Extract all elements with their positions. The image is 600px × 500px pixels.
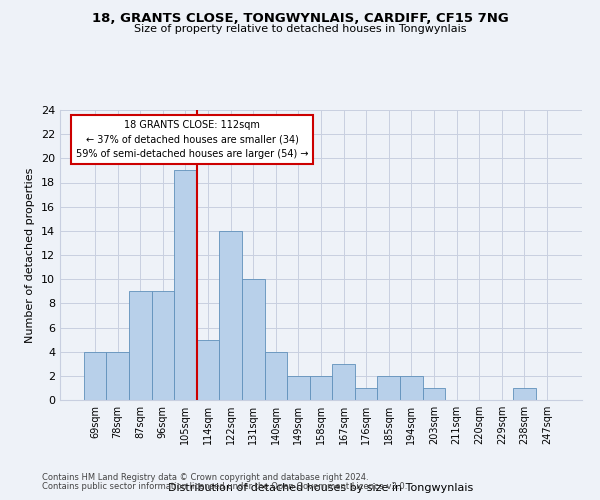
Text: 18 GRANTS CLOSE: 112sqm
← 37% of detached houses are smaller (34)
59% of semi-de: 18 GRANTS CLOSE: 112sqm ← 37% of detache…: [76, 120, 308, 160]
Text: Contains public sector information licensed under the Open Government Licence v3: Contains public sector information licen…: [42, 482, 407, 491]
Bar: [197, 340, 220, 400]
Bar: [152, 291, 174, 400]
Text: Size of property relative to detached houses in Tongwynlais: Size of property relative to detached ho…: [134, 24, 466, 34]
Bar: [220, 231, 242, 400]
Bar: [310, 376, 332, 400]
Bar: [174, 170, 197, 400]
Bar: [332, 364, 355, 400]
Bar: [422, 388, 445, 400]
Bar: [287, 376, 310, 400]
Bar: [242, 279, 265, 400]
Bar: [129, 291, 152, 400]
Bar: [355, 388, 377, 400]
Bar: [84, 352, 106, 400]
Text: 18, GRANTS CLOSE, TONGWYNLAIS, CARDIFF, CF15 7NG: 18, GRANTS CLOSE, TONGWYNLAIS, CARDIFF, …: [92, 12, 508, 26]
Y-axis label: Number of detached properties: Number of detached properties: [25, 168, 35, 342]
Bar: [265, 352, 287, 400]
Bar: [400, 376, 422, 400]
Bar: [377, 376, 400, 400]
X-axis label: Distribution of detached houses by size in Tongwynlais: Distribution of detached houses by size …: [169, 483, 473, 493]
Text: Contains HM Land Registry data © Crown copyright and database right 2024.: Contains HM Land Registry data © Crown c…: [42, 472, 368, 482]
Bar: [106, 352, 129, 400]
Bar: [513, 388, 536, 400]
